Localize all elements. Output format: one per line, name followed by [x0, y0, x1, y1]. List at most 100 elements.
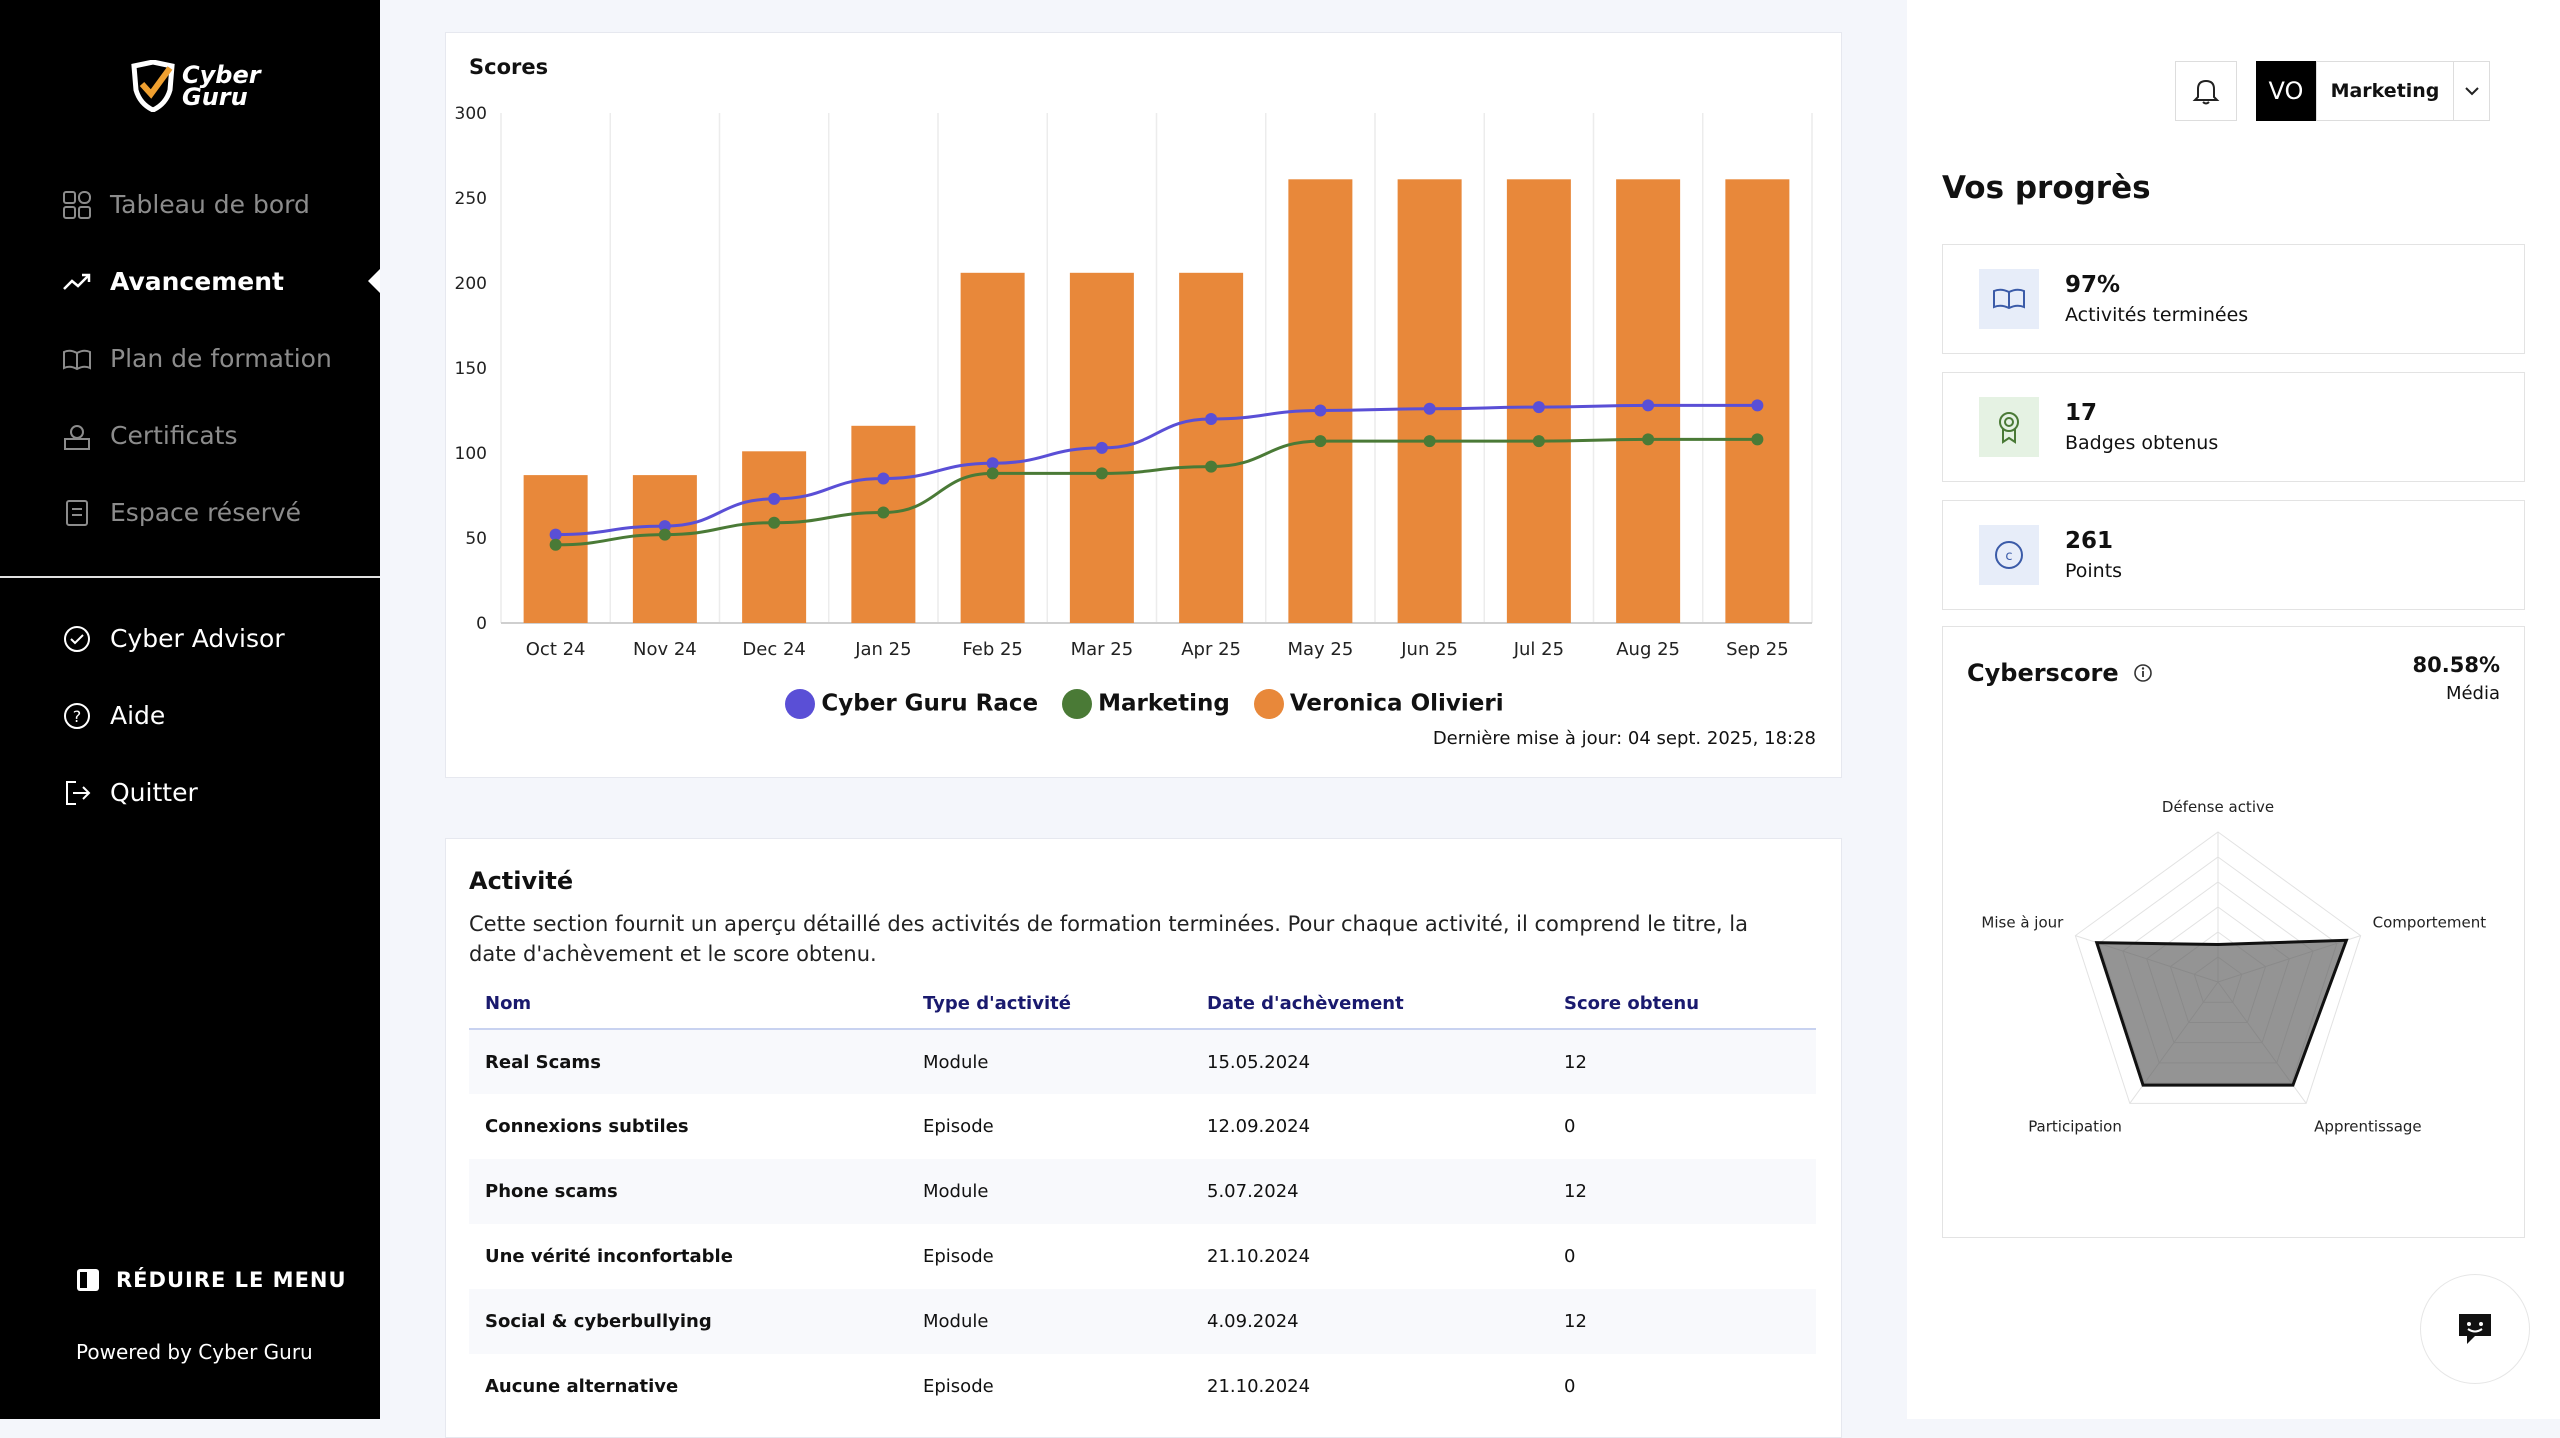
- scores-card: Scores 0 50 100 150 200 250 300 Oct 24 Nov 24 Dec…: [445, 32, 1842, 778]
- main-nav: Tableau de bord Avancement Plan de forma…: [0, 166, 380, 551]
- point-cyber-guru-race: [549, 528, 562, 541]
- chat-button[interactable]: [2420, 1274, 2530, 1384]
- radar-axis-label: Participation: [2028, 1117, 2122, 1135]
- nav-label: Espace réservé: [110, 498, 302, 527]
- table-row[interactable]: Une vérité inconfortable Episode 21.10.202…: [485, 1246, 1576, 1267]
- info-icon[interactable]: [2133, 663, 2153, 683]
- y-tick-label: 150: [455, 359, 487, 379]
- col-header-name[interactable]: Nom: [469, 979, 907, 1030]
- nav-item-plan-formation[interactable]: Plan de formation: [0, 320, 380, 397]
- table-row[interactable]: Connexions subtiles Episode 12.09.2024 0: [485, 1116, 1576, 1137]
- table-row[interactable]: Social & cyberbullying Module 4.09.2024 12: [469, 1289, 1816, 1354]
- point-marketing: [1095, 467, 1108, 480]
- nav-item-aide[interactable]: ? Aide: [0, 677, 380, 754]
- trend-icon: [62, 267, 92, 297]
- main-content: Scores 0 50 100 150 200 250 300 Oct 24 Nov 24 Dec…: [380, 0, 1907, 1438]
- point-marketing: [986, 467, 999, 480]
- notifications-button[interactable]: [2175, 61, 2237, 121]
- chevron-down-icon[interactable]: [2453, 62, 2489, 120]
- y-tick-label: 50: [465, 529, 487, 549]
- legend-item-cyber-guru-race[interactable]: Cyber Guru Race: [785, 689, 1038, 719]
- x-tick-label: Oct 24: [526, 639, 586, 660]
- nav-item-cyber-advisor[interactable]: Cyber Advisor: [0, 600, 380, 677]
- open-book-icon: [1979, 269, 2039, 329]
- svg-text:?: ?: [73, 707, 82, 726]
- point-cyber-guru-race: [1532, 401, 1545, 414]
- radar-axis-label: Mise à jour: [1981, 914, 2064, 932]
- radar-axis-label: Comportement: [2373, 914, 2487, 932]
- x-tick-label: Jun 25: [1400, 639, 1458, 660]
- stat-points: c 261 Points: [1942, 500, 2525, 610]
- x-tick-label: Mar 25: [1071, 639, 1134, 660]
- avatar[interactable]: VO: [2256, 61, 2316, 121]
- table-row[interactable]: Real Scams Module 15.05.2024 12: [469, 1029, 1816, 1094]
- nav-label: Tableau de bord: [110, 190, 310, 219]
- legend-item-marketing[interactable]: Marketing: [1062, 689, 1230, 719]
- point-marketing: [1642, 433, 1655, 446]
- team-selector[interactable]: Marketing: [2316, 61, 2490, 121]
- check-circle-icon: [62, 624, 92, 654]
- activity-card: Activité Cette section fournit un aperçu…: [445, 838, 1842, 1438]
- point-cyber-guru-race: [1205, 413, 1218, 425]
- sidebar-toggle-icon: [77, 1269, 99, 1291]
- activity-table: Nom Type d'activité Date d'achèvement Sc…: [469, 979, 1816, 1419]
- point-marketing: [768, 516, 781, 529]
- point-cyber-guru-race: [1751, 399, 1764, 412]
- last-updated: Dernière mise à jour: 04 sept. 2025, 18:…: [1432, 728, 1816, 749]
- activity-title: Activité: [469, 867, 574, 895]
- cyberscore-card: Cyberscore 80.58% Média Défense active Co…: [1942, 626, 2525, 1238]
- point-cyber-guru-race: [1314, 404, 1327, 417]
- cyberscore-value: 80.58% Média: [2412, 653, 2500, 704]
- col-header-date[interactable]: Date d'achèvement: [1191, 979, 1548, 1030]
- activity-description: Cette section fournit un aperçu détaillé…: [469, 912, 1748, 966]
- chat-icon: [2459, 1314, 2491, 1344]
- bar-veronica-olivieri: [960, 272, 1025, 623]
- point-cyber-guru-race: [1642, 399, 1655, 412]
- point-cyber-guru-race: [1423, 402, 1436, 415]
- point-marketing: [1314, 435, 1327, 448]
- point-marketing: [1751, 433, 1764, 446]
- logout-icon: [62, 778, 92, 808]
- radar-grid: [2074, 831, 2362, 1104]
- reduce-menu-button[interactable]: RÉDUIRE LE MENU: [76, 1268, 347, 1292]
- x-tick-label: Dec 24: [742, 639, 805, 660]
- nav-item-espace-reserve[interactable]: Espace réservé: [0, 474, 380, 551]
- bar-veronica-olivieri: [1397, 179, 1462, 624]
- nav-item-certificats[interactable]: Certificats: [0, 397, 380, 474]
- nav-item-avancement[interactable]: Avancement: [0, 243, 380, 320]
- cyber-guru-logo[interactable]: Cyber Guru: [130, 60, 261, 112]
- chart-legend: Cyber Guru Race Marketing Veronica Olivi…: [446, 689, 1843, 719]
- radar-axis-label: Apprentissage: [2314, 1117, 2422, 1135]
- line-marketing: [555, 437, 1758, 547]
- point-cyber-guru-race: [986, 457, 999, 470]
- nav-item-quitter[interactable]: Quitter: [0, 754, 380, 831]
- nav-label: Cyber Advisor: [110, 624, 285, 653]
- nav-label: Plan de formation: [110, 344, 332, 373]
- point-marketing: [549, 538, 562, 551]
- point-marketing: [1423, 435, 1436, 448]
- badge-icon: [1979, 397, 2039, 457]
- book-icon: [62, 344, 92, 374]
- y-tick-label: 200: [455, 274, 487, 294]
- legend-item-veronica-olivieri[interactable]: Veronica Olivieri: [1253, 689, 1504, 719]
- bar-veronica-olivieri: [851, 425, 916, 623]
- col-header-type[interactable]: Type d'activité: [907, 979, 1191, 1030]
- y-tick-label: 300: [455, 104, 487, 124]
- svg-text:c: c: [2005, 549, 2012, 564]
- col-header-score[interactable]: Score obtenu: [1548, 979, 1816, 1030]
- x-tick-label: Apr 25: [1181, 639, 1241, 660]
- bar-veronica-olivieri: [632, 475, 697, 623]
- bar-veronica-olivieri: [1288, 179, 1353, 624]
- point-marketing: [877, 506, 890, 519]
- nav-item-dashboard[interactable]: Tableau de bord: [0, 166, 380, 243]
- point-marketing: [1532, 435, 1545, 448]
- nav-label: Certificats: [110, 421, 238, 450]
- progress-title: Vos progrès: [1942, 170, 2151, 206]
- table-row[interactable]: Phone scams Module 5.07.2024 12: [469, 1159, 1816, 1224]
- table-row[interactable]: Aucune alternative Episode 21.10.2024 0: [485, 1376, 1576, 1397]
- point-cyber-guru-race: [658, 520, 671, 533]
- radar-area: [2094, 938, 2349, 1087]
- sidebar: Cyber Guru Tableau de bord Avancement Pla…: [0, 0, 380, 1419]
- cyberscore-title: Cyberscore: [1967, 659, 2153, 687]
- team-label: Marketing: [2330, 80, 2440, 102]
